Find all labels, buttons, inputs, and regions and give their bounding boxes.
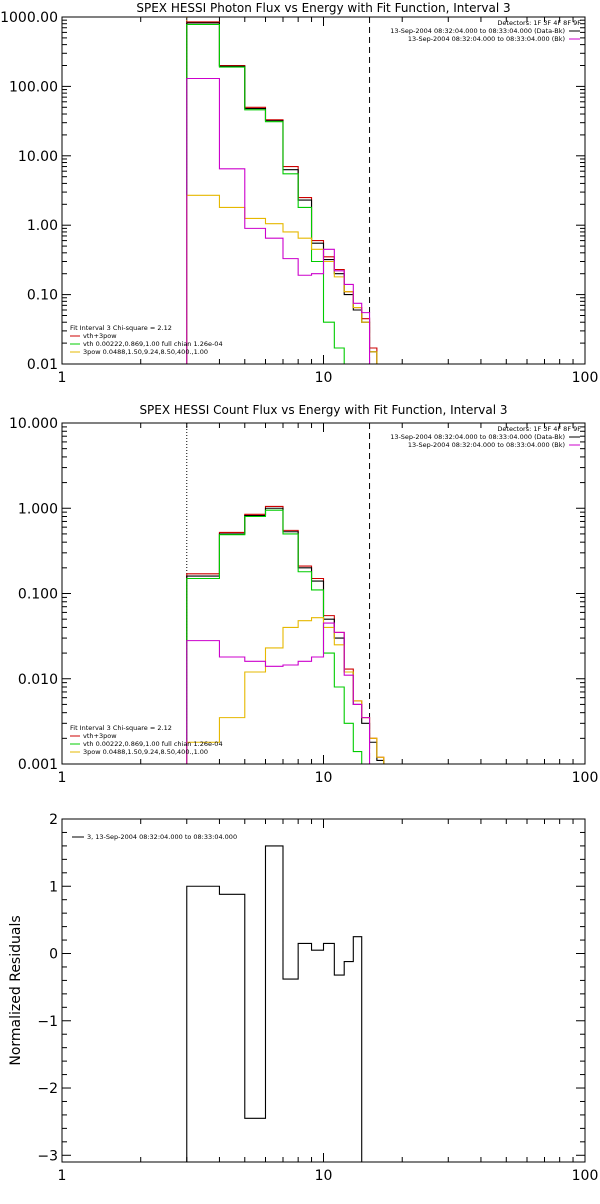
detectors-label: Detectors: 1F 3F 4F 8F 9F [497, 19, 581, 27]
plot-frame [61, 16, 586, 365]
y-tick-label: 0 [49, 947, 58, 963]
y-tick-label: 0.01 [27, 357, 58, 373]
y-tick-label: −1 [37, 1014, 58, 1030]
panel-3: Normalized Residuals 1 10 100 −3 −2 −1 0 1 2 3, 13… [8, 812, 598, 1184]
fit-legend-entry: vth 0.00222,0.869,1.00 full chian 1.26e-… [83, 340, 223, 348]
series-line-1 [186, 505, 385, 764]
y-axis-label: Normalized Residuals [8, 915, 24, 1065]
series-group [186, 845, 371, 1162]
fit-legend-entry: vth 0.00222,0.869,1.00 full chian 1.26e-… [83, 740, 223, 748]
plot-frame [61, 422, 586, 765]
y-tick-label: 0.100 [18, 587, 58, 603]
series-line-5 [186, 622, 371, 764]
x-tick-label: 1 [58, 1168, 67, 1184]
y-tick-label: 0.001 [18, 757, 58, 773]
fit-legend-header: Fit Interval 3 Chi-square = 2.12 [70, 724, 172, 732]
series-line-2 [186, 22, 378, 364]
detectors-label: Detectors: 1F 3F 4F 8F 9F [497, 425, 581, 433]
legend-entry: 13-Sep-2004 08:32:04.000 to 08:33:04.000… [408, 441, 565, 449]
panel-2: SPEX HESSI Count Flux vs Energy with Fit… [9, 403, 598, 786]
y-axis: 0.001 0.010 0.100 1.000 10.000 [9, 416, 585, 773]
y-tick-label: 1.000 [18, 501, 58, 517]
series-line-3 [186, 509, 363, 764]
series-line-1 [186, 21, 378, 364]
y-axis: 0.01 0.10 1.00 10.00 100.00 1000.00 [0, 10, 585, 373]
y-tick-label: 2 [49, 812, 58, 828]
x-tick-label: 100 [572, 1168, 599, 1184]
x-tick-label: 10 [315, 370, 333, 386]
y-axis: −3 −2 −1 0 1 2 [37, 812, 585, 1164]
series-line-4 [186, 617, 385, 764]
x-tick-label: 1 [58, 770, 67, 786]
x-tick-label: 100 [572, 370, 599, 386]
series-line-5 [186, 77, 371, 364]
legend-entry: 13-Sep-2004 08:32:04.000 to 08:33:04.000… [390, 27, 565, 35]
fit-legend-entry: 3pow 0.0488,1.50,9.24,8.50,400.,1.00 [83, 348, 208, 356]
chart-title: SPEX HESSI Count Flux vs Energy with Fit… [139, 403, 507, 417]
chart-title: SPEX HESSI Photon Flux vs Energy with Fi… [136, 1, 510, 15]
y-tick-label: 0.10 [27, 288, 58, 304]
series-line-3 [186, 23, 345, 364]
x-tick-label: 10 [315, 770, 333, 786]
x-axis: 1 10 100 [58, 819, 599, 1184]
y-tick-label: 100.00 [9, 79, 58, 95]
y-tick-label: 0.010 [18, 672, 58, 688]
y-tick-label: 1 [49, 879, 58, 895]
y-tick-label: −2 [37, 1081, 58, 1097]
panel-1: SPEX HESSI Photon Flux vs Energy with Fi… [0, 1, 598, 386]
y-tick-label: 1.00 [27, 218, 58, 234]
series-line-1 [186, 845, 371, 1162]
x-tick-label: 100 [572, 770, 599, 786]
plot-frame [61, 818, 586, 1163]
series-group [186, 505, 385, 764]
fit-legend-entry: 3pow 0.0488,1.50,9.24,8.50,400.,1.00 [83, 748, 208, 756]
fit-legend-entry: vth+3pow [83, 332, 117, 340]
x-axis: 1 10 100 [58, 17, 599, 386]
legend-entry: 13-Sep-2004 08:32:04.000 to 08:33:04.000… [390, 433, 565, 441]
legend-entry: 13-Sep-2004 08:32:04.000 to 08:33:04.000… [408, 35, 565, 43]
x-tick-label: 10 [315, 1168, 333, 1184]
x-tick-label: 1 [58, 370, 67, 386]
fit-legend-header: Fit Interval 3 Chi-square = 2.12 [70, 324, 172, 332]
y-tick-label: 10.00 [18, 149, 58, 165]
series-line-2 [186, 507, 385, 764]
fit-legend-entry: vth+3pow [83, 732, 117, 740]
y-tick-label: 1000.00 [0, 10, 58, 26]
residual-legend-entry: 3, 13-Sep-2004 08:32:04.000 to 08:33:04.… [87, 833, 237, 841]
y-tick-label: −3 [37, 1148, 58, 1164]
y-tick-label: 10.000 [9, 416, 58, 432]
series-group [186, 21, 378, 364]
